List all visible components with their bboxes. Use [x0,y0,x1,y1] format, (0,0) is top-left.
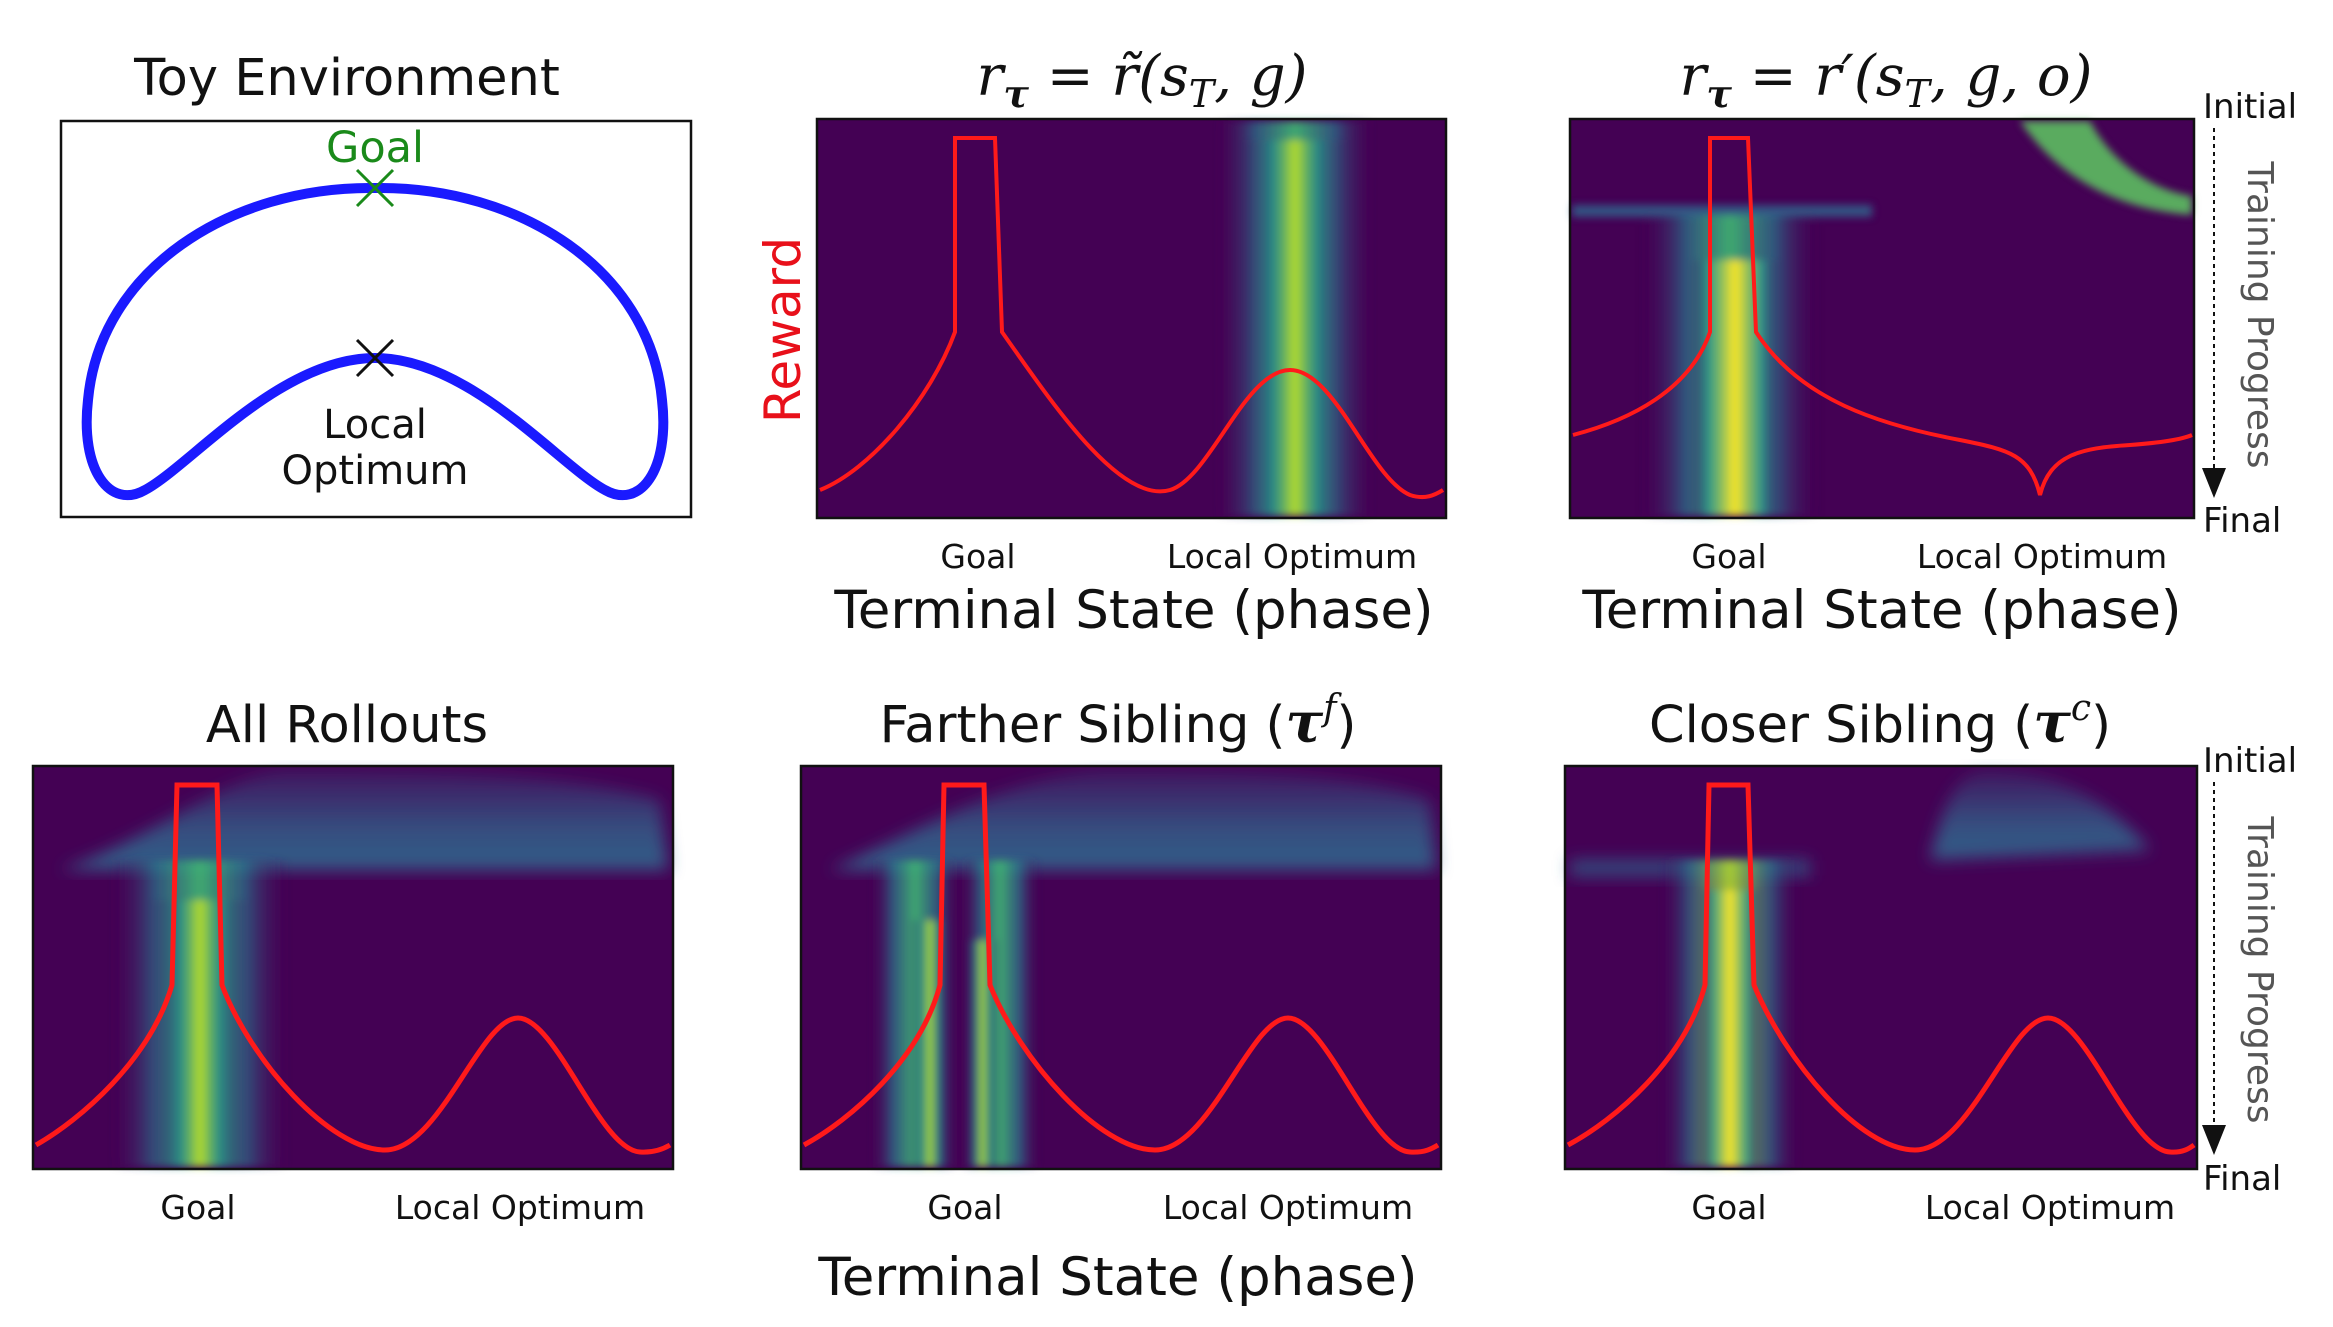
panel2-band-local-early [2010,121,2192,215]
panel5-tick-local: Local Optimum [1925,1188,2175,1227]
panel1-title-part2: = r̃(s [1029,44,1189,109]
panel3-reward-curve [34,782,672,1155]
panel3-density-goal [110,860,290,1167]
panel5-title-part0: Closer Sibling ( [1649,696,2033,755]
panel2-progress-arrow-icon [2202,468,2226,498]
panel1-title-part3: T [1189,72,1217,116]
panel5-title-part3: ) [2091,696,2111,755]
panel1-frame [815,117,1448,520]
reward-axis-label: Reward [754,237,812,423]
panel1-band-local-core [1240,140,1350,516]
panel4-title-part1: τ [1285,690,1323,756]
local-optimum-marker-icon [355,338,395,378]
panel5-band-local-early [1930,770,2150,860]
panel4-title: Farther Sibling (τf) [880,688,1357,756]
panel2-title-part0: r [1680,44,1710,109]
panel5-initial-label: Initial [2203,741,2297,781]
panel2-final-label: Final [2203,501,2281,541]
panel1-tick-local: Local Optimum [1167,537,1417,576]
panel2-title: rτ = r′(sT, g, o) [1680,44,2093,116]
panel2-initial-label: Initial [2203,87,2297,127]
panel2-title-part2: = r′(s [1732,44,1905,109]
panel3-frame [31,764,675,1171]
panel1-xlabel: Terminal State (phase) [833,580,1433,641]
toy-environment-panel: Toy Environment Goal Local Optimum [59,49,693,519]
panel2-tick-goal: Goal [1691,537,1766,576]
panel2-frame [1568,117,2196,520]
panel2-reward-curve [1572,136,2193,496]
panel1-tick-goal: Goal [940,537,1015,576]
panel2-progress-label: Training Progress [2239,160,2280,468]
panel4-title-part0: Farther Sibling ( [880,696,1286,755]
toy-title: Toy Environment [133,49,560,108]
panel3-density [60,770,668,870]
panel4-band-goal-left-core [910,920,950,1167]
panel5-tick-goal: Goal [1691,1188,1766,1227]
panel4-tick-local: Local Optimum [1163,1188,1413,1227]
local-label-line2: Optimum [282,448,469,494]
panel1-title: rτ = r̃(sT, g) [977,44,1308,116]
panel5-reward-curve [1566,782,2196,1155]
local-label-line1: Local [323,402,427,448]
panel5-frame [1563,764,2199,1171]
panel5-final-label: Final [2203,1159,2281,1199]
panel5-density-goal [1660,860,1800,1167]
panel2-density [1572,121,2192,516]
panel3-tick-goal: Goal [160,1188,235,1227]
panel-reward-r-prime: rτ = r′(sT, g, o) Goal Local Optimum Ter… [1568,44,2297,641]
panel-all-rollouts: All Rollouts Goal Local Optimum [31,696,675,1227]
panel4-frame [799,764,1443,1171]
panel2-title-part3: T [1904,72,1932,116]
panel4-density-goal [870,860,1040,1167]
panel1-reward-curve [819,136,1445,500]
panel4-tick-goal: Goal [927,1188,1002,1227]
panel4-band-local-early [830,770,1436,870]
panel2-title-part4: , g, o) [1930,44,2093,109]
goal-marker-icon [355,168,395,208]
panel1-title-part4: , g) [1214,44,1307,109]
panel1-title-part1: τ [1003,71,1029,116]
panel3-band-goal-core [150,900,250,1167]
panel5-progress-label: Training Progress [2239,815,2280,1123]
panel1-title-part0: r [977,44,1007,109]
panel2-tick-local: Local Optimum [1917,537,2167,576]
panel-closer-sibling: Closer Sibling (τc) Goal Local Optimum I… [1563,688,2297,1227]
panel5-band-goal-core [1700,890,1760,1167]
panel2-band-goal-core [1690,260,1780,516]
panel-reward-r-tilde: rτ = r̃(sT, g) Reward Goal Local Optimum… [754,44,1448,641]
panel4-band-goal-right-core [965,940,1000,1167]
panel3-tick-local: Local Optimum [395,1188,645,1227]
goal-label: Goal [326,123,424,173]
panel3-band-local-early [60,770,668,870]
panel2-transition-line [1572,205,1872,217]
panel-farther-sibling: Farther Sibling (τf) Goal Local Optimum [799,688,1443,1227]
panel4-title-part3: ) [1336,696,1356,755]
panel3-title: All Rollouts [206,696,488,755]
panel5-title-part1: τ [2033,690,2071,756]
shared-xlabel: Terminal State (phase) [817,1247,1417,1308]
panel5-progress-arrow-icon [2202,1125,2226,1155]
panel4-density [830,770,1436,870]
panel5-title-part2: c [2071,688,2091,729]
panel2-xlabel: Terminal State (phase) [1581,580,2181,641]
panel1-density [1215,121,1375,516]
panel2-title-part1: τ [1706,71,1732,116]
panel4-reward-curve [802,782,1440,1155]
panel5-title: Closer Sibling (τc) [1649,688,2111,756]
